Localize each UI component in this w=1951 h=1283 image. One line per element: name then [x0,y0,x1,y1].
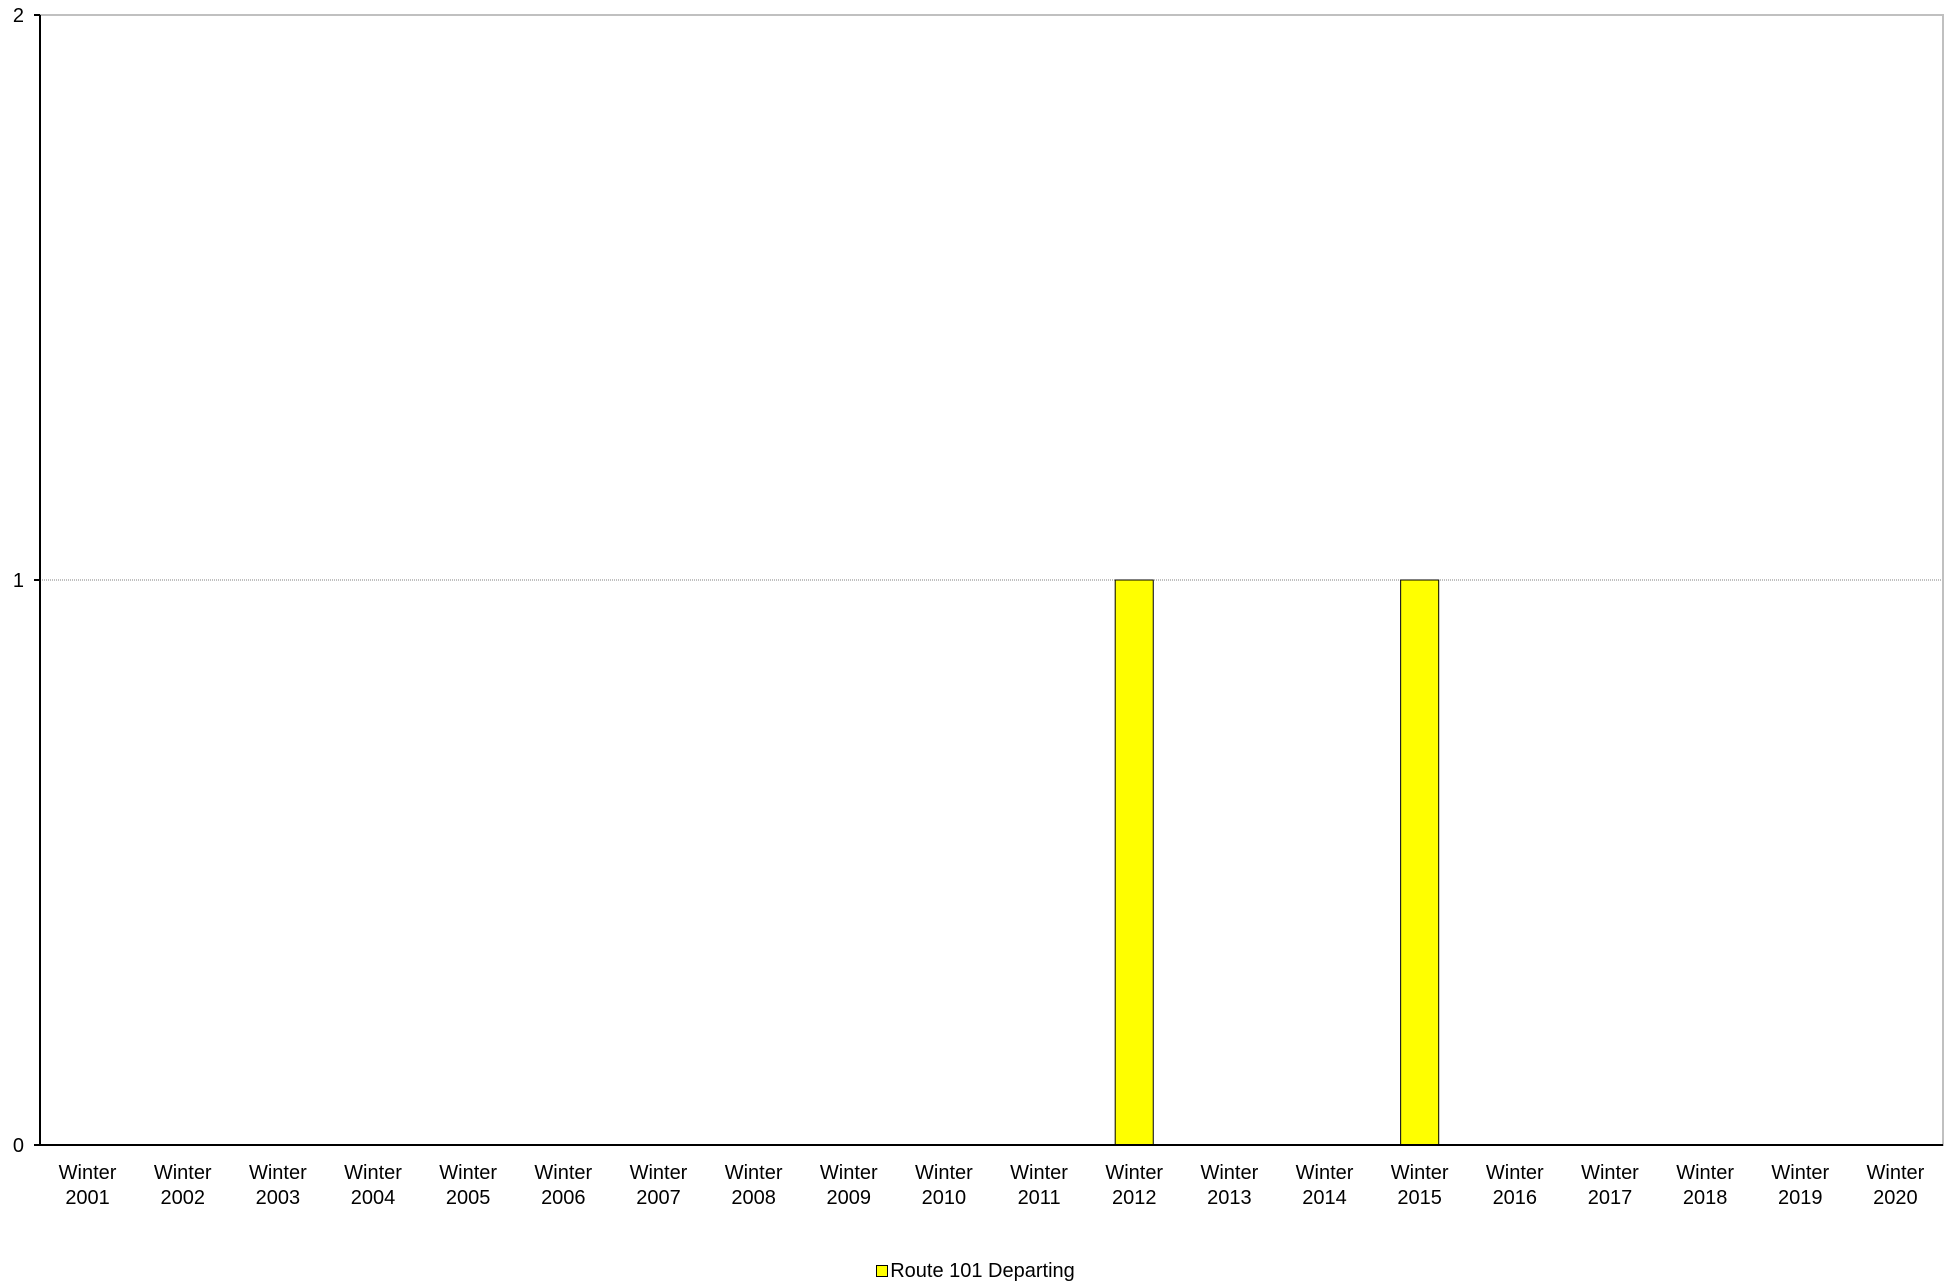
y-axis-ticks: 0 1 2 [13,5,40,1157]
x-tick-label: Winter 2011 [1010,1162,1068,1209]
x-tick-label: Winter 2009 [820,1162,878,1209]
legend-label: Route 101 Departing [890,1259,1075,1282]
legend-item: Route 101 Departing [876,1260,1075,1283]
y-tick-label: 1 [13,570,24,592]
legend: Route 101 Departing [0,1260,1951,1282]
x-tick-label: Winter 2012 [1105,1162,1163,1209]
x-tick-label: Winter 2020 [1867,1162,1925,1209]
x-tick-label: Winter 2010 [915,1162,973,1209]
bars [1114,579,1440,1146]
x-tick-label: Winter 2007 [630,1162,688,1209]
bar [1400,579,1440,1146]
x-tick-label: Winter 2008 [725,1162,783,1209]
plot-area [39,14,1944,1146]
x-tick-label: Winter 2019 [1771,1162,1829,1209]
x-tick-label: Winter 2003 [249,1162,307,1209]
x-tick-label: Winter 2017 [1581,1162,1639,1209]
x-tick-label: Winter 2001 [59,1162,117,1209]
x-tick-label: Winter 2006 [534,1162,592,1209]
x-tick-label: Winter 2013 [1200,1162,1258,1209]
x-tick-label: Winter 2004 [344,1162,402,1209]
x-axis-ticks: Winter 2001 Winter 2002 Winter 2003 Winter 2004… [59,1162,1925,1209]
axes [39,14,1944,1146]
x-tick-label: Winter 2015 [1391,1162,1449,1209]
y-tick-label: 0 [13,1135,24,1157]
x-tick-label: Winter 2005 [439,1162,497,1209]
legend-swatch [876,1265,889,1277]
x-tick-label: Winter 2014 [1296,1162,1354,1209]
y-tick-label: 2 [13,5,24,27]
x-tick-label: Winter 2002 [154,1162,212,1209]
x-tick-label: Winter 2016 [1486,1162,1544,1209]
bar [1114,579,1154,1146]
x-tick-label: Winter 2018 [1676,1162,1734,1209]
